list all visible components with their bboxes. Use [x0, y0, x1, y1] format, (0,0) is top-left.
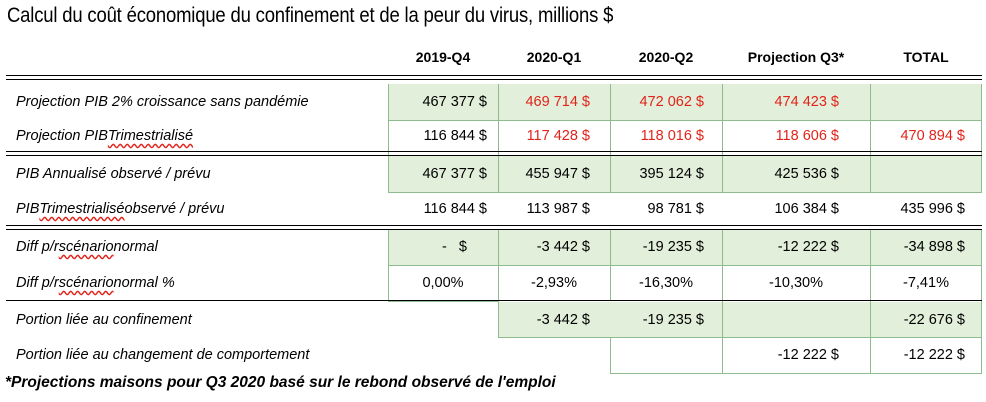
row-label-confinement: Portion liée au confinement	[16, 311, 192, 328]
row-label-projection-trimestrialise: Projection PIB Trimestrialisé	[16, 128, 194, 144]
cell: -19 235 $	[642, 311, 704, 328]
row-label-comportement: Portion liée au changement de comporteme…	[16, 347, 310, 363]
cell: -12 222 $	[777, 239, 839, 255]
cell: 467 377 $	[422, 94, 487, 110]
green-block-4b	[722, 302, 870, 337]
cell: -3 442 $	[536, 311, 590, 328]
footnote: *Projections maisons pour Q3 2020 basé s…	[5, 374, 556, 391]
cell: 470 894 $	[900, 128, 965, 144]
cell: -34 898 $	[903, 239, 965, 255]
cell: 474 423 $	[774, 94, 839, 110]
cell: 0,00%	[422, 275, 464, 291]
header-2020-q2: 2020-Q2	[638, 49, 694, 65]
cell: 116 844 $	[423, 128, 487, 144]
cell: 395 124 $	[639, 166, 704, 182]
cell: 98 781 $	[647, 201, 704, 217]
cell: 117 428 $	[526, 128, 590, 144]
green-block-1	[388, 84, 982, 120]
cell: 469 714 $	[525, 94, 590, 110]
cell: -19 235 $	[642, 239, 704, 255]
cell: -2,93%	[531, 275, 577, 291]
cell: 118 606 $	[775, 128, 839, 144]
cell: 106 384 $	[774, 201, 839, 217]
green-block-4c	[870, 302, 982, 337]
cell: 472 062 $	[639, 94, 704, 110]
cell: -12 222 $	[777, 347, 839, 363]
cell: - $	[442, 239, 467, 255]
green-block-3	[388, 229, 982, 265]
page-title: Calcul du coût économique du confinement…	[7, 4, 614, 27]
header-total: TOTAL	[903, 49, 949, 65]
row-label-pib-annualise: PIB Annualisé observé / prévu	[16, 166, 211, 182]
cell: -10,30%	[768, 275, 823, 291]
cell: 467 377 $	[422, 166, 487, 182]
cell: -16,30%	[638, 275, 693, 291]
cell: -12 222 $	[903, 347, 965, 363]
cell: 116 844 $	[423, 201, 487, 217]
header-2020-q1: 2020-Q1	[526, 49, 582, 65]
row-label-diff: Diff p/r scénario normal	[16, 239, 158, 255]
cell: 113 987 $	[526, 201, 590, 217]
cell: -22 676 $	[903, 311, 965, 328]
row-label-pib-trimestrialise: PIB Trimestrialisé observé / prévu	[16, 201, 225, 217]
cell: -7,41%	[903, 275, 949, 291]
row-label-diff-pct: Diff p/r scénario normal %	[16, 275, 175, 291]
cell: 425 536 $	[774, 166, 839, 182]
header-2019-q4: 2019-Q4	[415, 49, 471, 65]
green-block-2	[388, 156, 982, 192]
cell: 435 996 $	[900, 201, 965, 217]
cell: 455 947 $	[525, 166, 590, 182]
cell: -3 442 $	[536, 239, 590, 255]
row-label-projection-pib: Projection PIB 2% croissance sans pandém…	[16, 94, 309, 110]
header-projection-q3: Projection Q3*	[747, 49, 845, 65]
green-block-4a	[498, 302, 722, 337]
cell: 118 016 $	[640, 128, 704, 144]
